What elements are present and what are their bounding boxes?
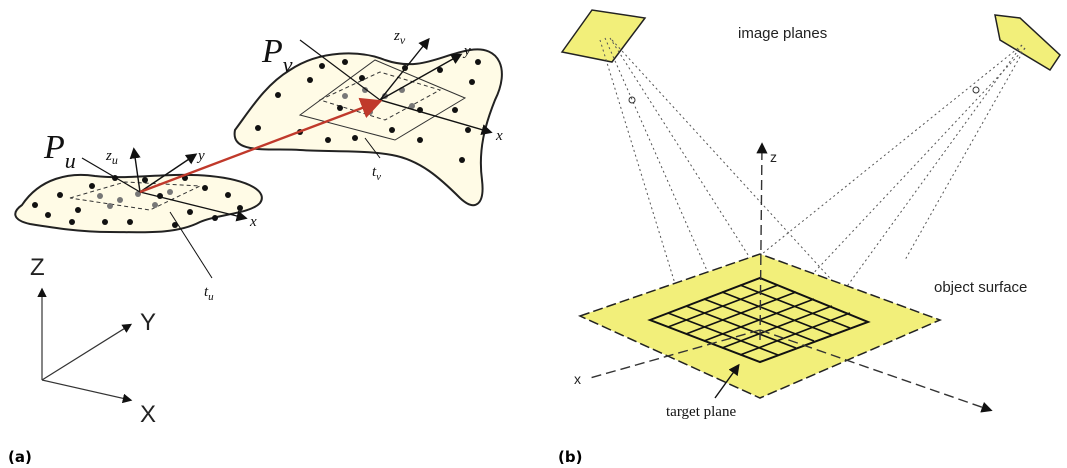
global-axis-y [41,323,133,381]
points-pv [255,59,481,163]
patch-pv-outer [298,59,467,141]
label-zu: zu [105,148,118,167]
panel-a: Pu Pv zu zv y x y x tu tv Z Y X (a) [8,28,503,466]
label-pu: Pu [43,129,76,173]
surface-pv [233,48,503,207]
axis-z-b [756,142,768,341]
patch-pv [318,71,442,121]
label-tv: tv [372,164,381,183]
label-pv: Pv [261,33,293,77]
image-plane-right [994,14,1061,72]
label-x-b: x [574,371,581,387]
global-axis-x [41,379,133,404]
axis-yu [139,153,198,193]
target-plane-grid [647,276,871,364]
label-target-plane: target plane [666,404,736,420]
label-object-surface: object surface [934,279,1027,296]
label-x-v: x [495,128,503,144]
patch-pu [69,181,201,211]
leader-tv [364,137,381,159]
axis-xv [379,99,493,136]
image-plane-left [560,9,647,63]
label-x-u: x [249,214,257,230]
label-global-z: Z [30,254,45,281]
axis-y-b [759,329,993,413]
leader-pv [299,39,381,101]
leader-tu [169,211,213,279]
label-y-v: y [462,43,471,59]
label-tu: tu [204,284,214,303]
label-global-x: X [140,401,156,428]
displacement-vector [139,97,383,194]
projection-center-right [972,86,980,94]
axis-yv [379,53,463,101]
axis-zv [379,37,430,101]
label-image-planes: image planes [738,25,827,42]
object-surface [577,253,943,399]
leader-pu [81,157,141,193]
caption-b: (b) [558,448,582,466]
points-pu-inner [97,189,173,209]
panel-b: image planes object surface target plane… [558,9,1061,466]
label-global-y: Y [140,309,156,336]
projection-rays [599,37,1026,331]
axis-zu [129,147,141,193]
projection-center-left [628,96,636,104]
label-zv: zv [393,28,406,47]
label-y-u: y [196,148,205,164]
axis-xu [139,191,248,222]
caption-a: (a) [8,448,32,466]
target-plane-pointer [714,363,740,399]
label-z-b: z [770,149,777,165]
